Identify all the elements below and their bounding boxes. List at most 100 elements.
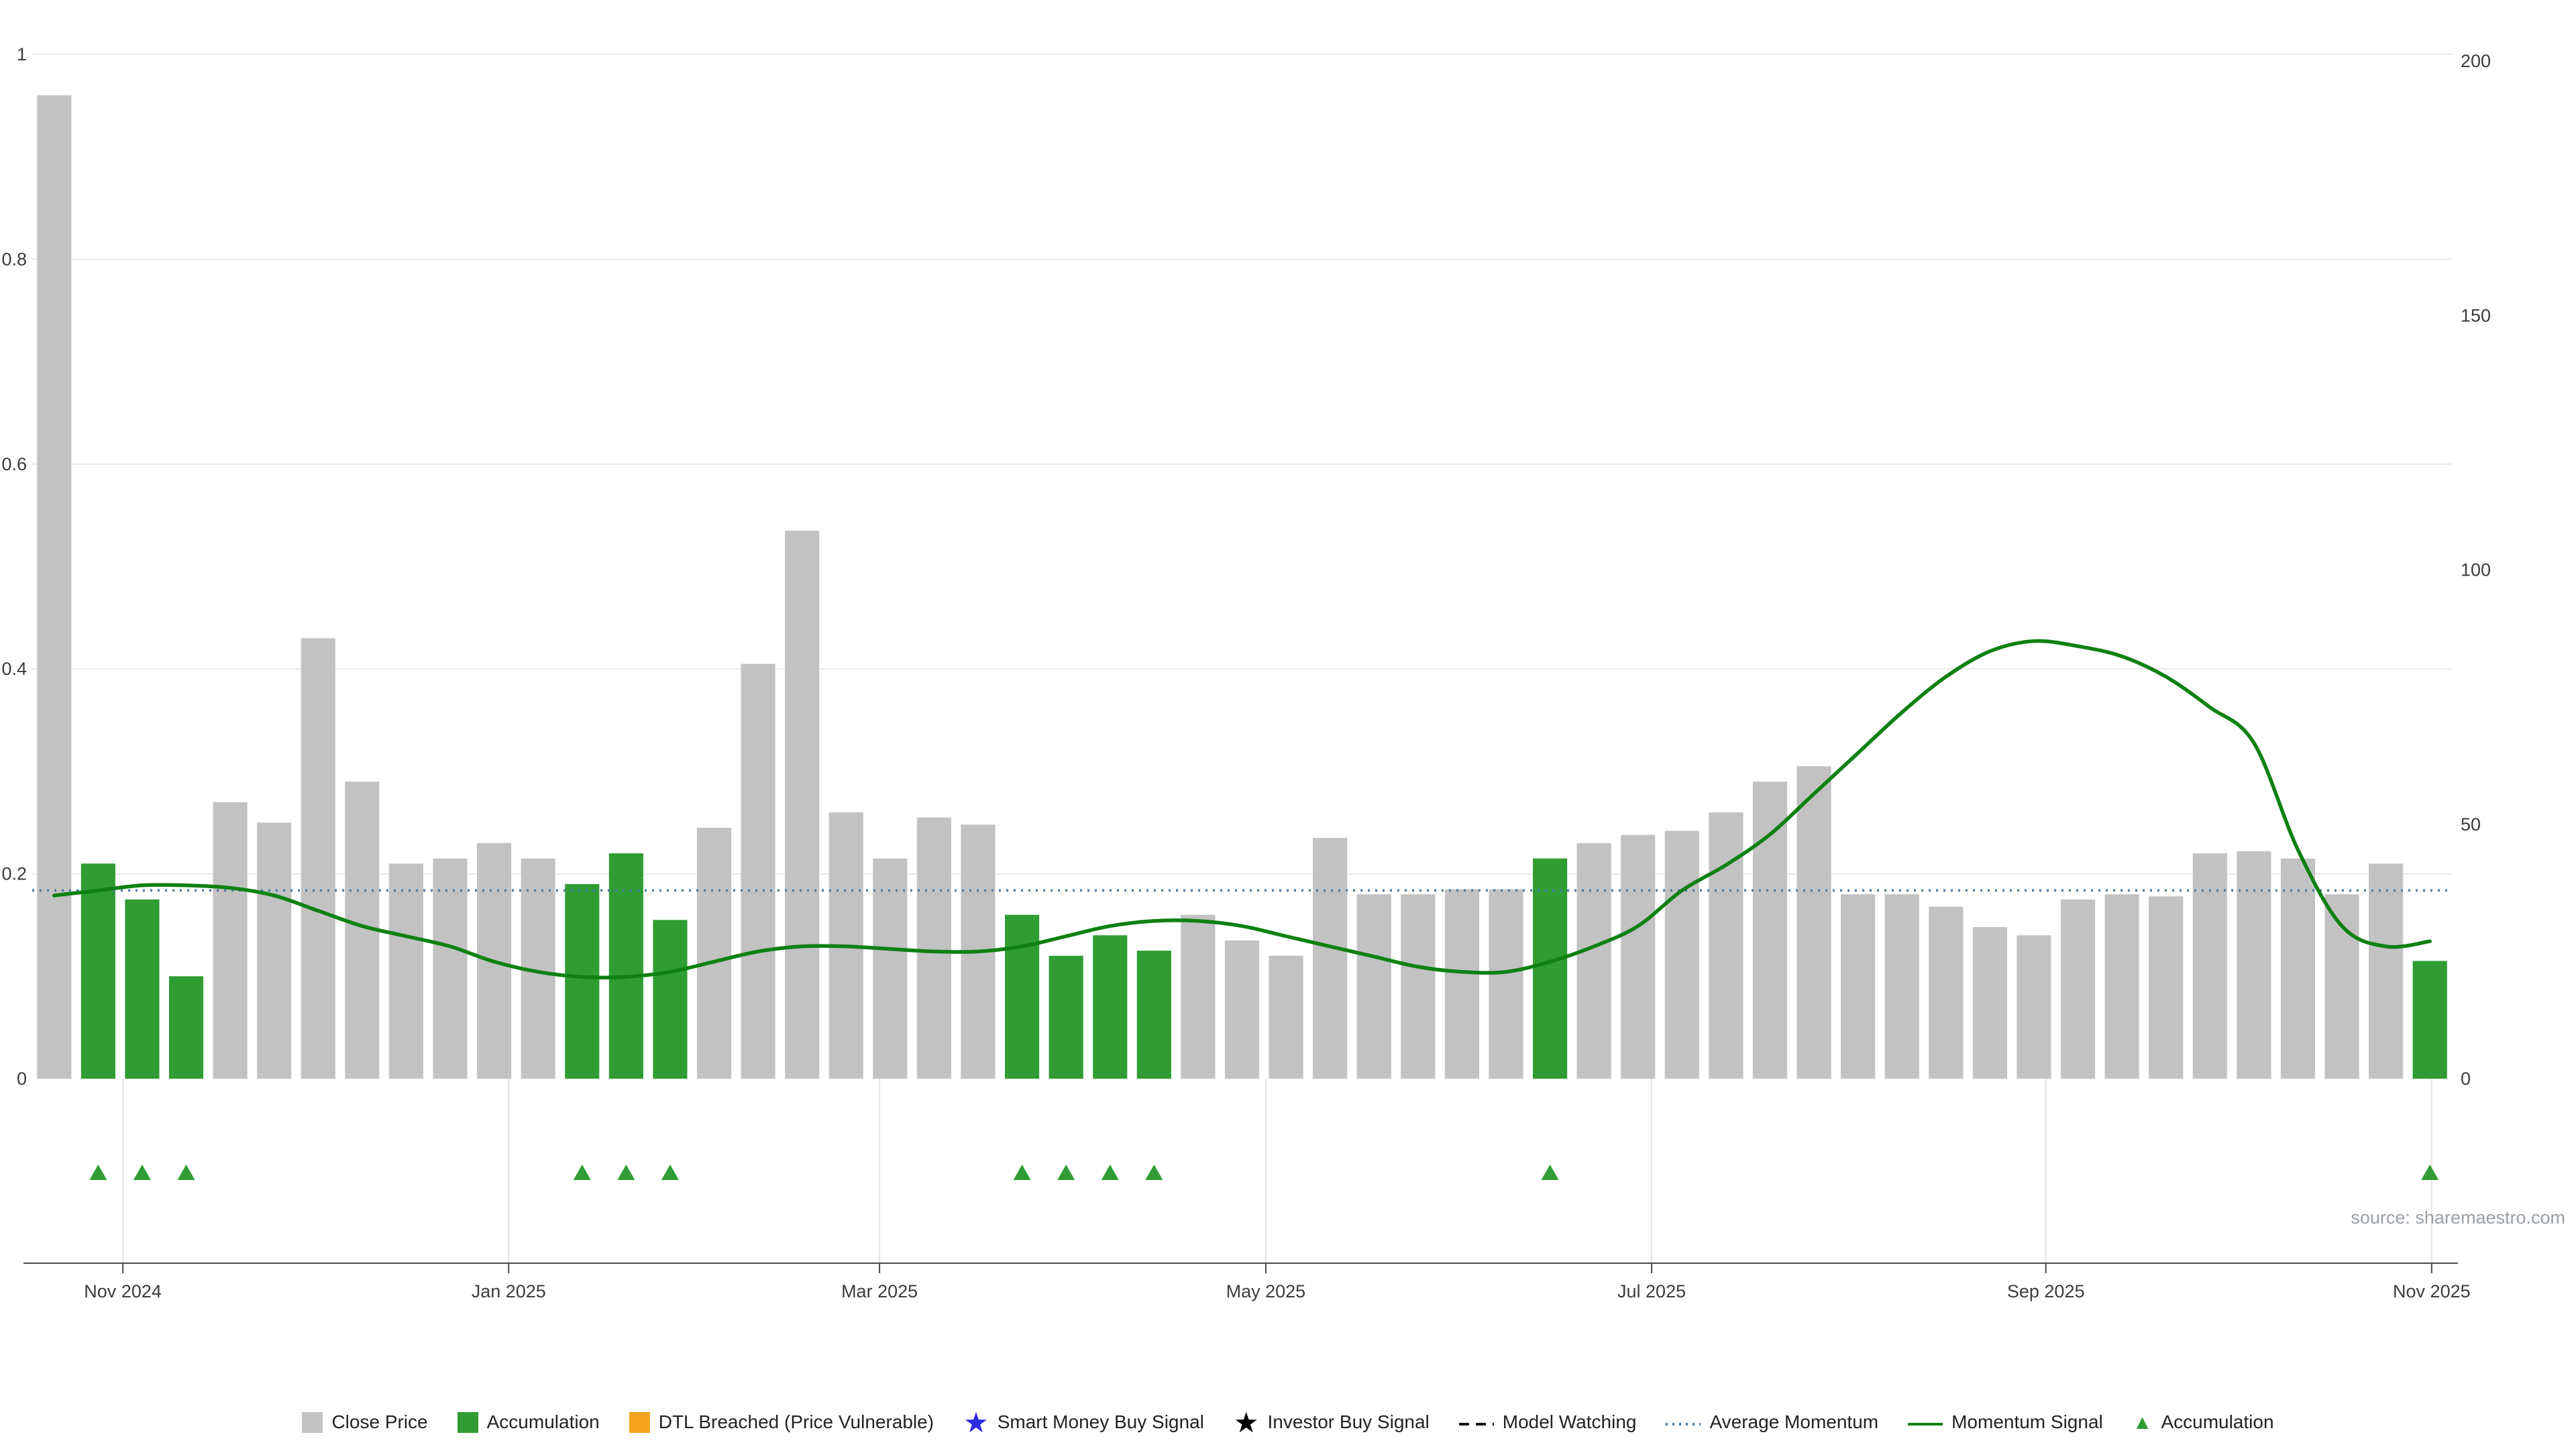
close-price-bar [37,95,72,1079]
close-price-bar [1841,894,1876,1079]
close-price-bar [916,817,952,1079]
accumulation-triangle-icon [1541,1165,1559,1180]
dotted-line-swatch-icon [1666,1411,1701,1433]
close-price-bar [2192,853,2227,1079]
close-price-bar [1664,830,1699,1079]
chart-canvas: 0 0.2 0.4 0.6 0.8 1 0 50 100 150 200 Nov 2024 Jan 20… [1,44,2491,1301]
legend-label: Momentum Signal [1951,1411,2103,1432]
accumulation-triangle-icon [1013,1165,1031,1180]
accumulation-bar [1005,914,1040,1079]
accumulation-triangle-icon [89,1165,107,1180]
close-price-bar [213,802,248,1079]
accumulation-bar [1136,951,1171,1079]
x-axis-tick-label: Jul 2025 [1617,1281,1686,1301]
left-axis-tick-label: 0.4 [1,659,27,679]
legend-label: Average Momentum [1709,1411,1879,1432]
legend-item-accumulation[interactable]: ▲ Accumulation [2133,1411,2274,1433]
left-axis-tick-label: 0.2 [1,864,27,884]
close-price-bar [1489,889,1523,1079]
close-price-bar [2280,858,2316,1079]
legend-label: Close Price [331,1411,428,1432]
close-price-bar [257,822,292,1079]
legend-item-smart-money-buy-signal[interactable]: ★ Smart Money Buy Signal [963,1408,1204,1436]
momentum-signal-line [52,639,2432,979]
accumulation-bar [1049,955,1083,1079]
legend-item-momentum-signal[interactable]: Momentum Signal [1908,1411,2103,1433]
x-axis-tick-label: Jan 2025 [472,1281,546,1301]
legend-label: Investor Buy Signal [1267,1411,1430,1432]
left-axis-tick-label: 0.8 [1,249,27,269]
x-axis-tick-label: May 2025 [1226,1281,1306,1301]
accumulation-bar [80,863,115,1079]
source-attribution: source: sharemaestro.com [2351,1208,2565,1228]
left-axis-tick-label: 0.6 [1,454,27,474]
legend-label: Accumulation [2161,1411,2274,1432]
right-axis-tick-label: 50 [2461,814,2481,835]
close-price-bar [1929,906,1964,1079]
accumulation-bar [2412,961,2447,1079]
close-price-bar [1972,927,2007,1079]
accumulation-bar [1093,935,1128,1079]
close-price-bar [2369,863,2404,1079]
accumulation-triangle-icon [133,1165,151,1180]
x-axis: Nov 2024 Jan 2025 Mar 2025 May 2025 Jul 2025… [23,1263,2471,1301]
accumulation-markers [89,1165,2439,1180]
square-swatch-icon [457,1411,478,1433]
close-price-bar [785,531,820,1079]
close-price-bar [301,638,335,1079]
x-axis-tick-label: Nov 2025 [2393,1281,2471,1301]
dashed-line-swatch-icon [1458,1411,1494,1433]
legend-item-model-watching[interactable]: Model Watching [1458,1411,1637,1433]
right-axis-labels: 0 50 100 150 200 [2461,51,2491,1089]
star-swatch-icon: ★ [1233,1406,1259,1438]
accumulation-bar [168,976,204,1079]
accumulation-triangle-icon [617,1165,635,1180]
legend-item-close-price[interactable]: Close Price [302,1411,428,1433]
accumulation-triangle-icon [661,1165,679,1180]
close-price-bar [2017,935,2051,1079]
legend-item-average-momentum[interactable]: Average Momentum [1666,1411,1878,1433]
accumulation-bar [653,920,688,1079]
close-price-bar [741,663,775,1079]
accumulation-triangle-icon [573,1165,591,1180]
square-swatch-icon [302,1411,323,1433]
line-swatch-icon [1908,1411,1943,1433]
left-axis-tick-label: 0 [17,1069,27,1089]
left-axis-labels: 0 0.2 0.4 0.6 0.8 1 [1,44,27,1089]
close-price-bar [2324,894,2359,1079]
legend-item-dtl-breached-price-vulnerable[interactable]: DTL Breached (Price Vulnerable) [629,1411,934,1433]
close-price-bar [1444,889,1479,1079]
close-price-bar [2104,894,2139,1079]
x-axis-tick-label: Nov 2024 [84,1281,162,1301]
close-price-bar [1356,894,1391,1079]
legend-item-accumulation[interactable]: Accumulation [457,1411,600,1433]
right-axis-tick-label: 150 [2461,305,2491,325]
accumulation-bar [565,883,600,1079]
close-price-bar [1752,782,1788,1079]
accumulation-bar [125,899,160,1079]
accumulation-bar [1532,858,1568,1079]
right-axis-tick-label: 100 [2461,560,2491,580]
close-price-bar [1401,894,1436,1079]
close-price-bar [1269,955,1303,1079]
accumulation-triangle-icon [1101,1165,1119,1180]
accumulation-triangle-icon [177,1165,195,1180]
right-axis-tick-label: 200 [2461,51,2491,71]
legend-item-investor-buy-signal[interactable]: ★ Investor Buy Signal [1233,1406,1430,1438]
accumulation-triangle-icon [1057,1165,1075,1180]
close-price-bar [388,863,424,1079]
close-price-bar [1884,894,1919,1079]
square-swatch-icon [629,1411,650,1433]
legend-label: Accumulation [486,1411,600,1432]
triangle-swatch-icon: ▲ [2132,1411,2153,1434]
close-price-bar [873,858,908,1079]
left-axis-tick-label: 1 [17,44,27,64]
close-price-bar [433,858,468,1079]
x-axis-tick-label: Mar 2025 [841,1281,918,1301]
close-price-bar [2149,896,2184,1079]
accumulation-triangle-icon [2421,1165,2439,1180]
legend-label: Model Watching [1502,1411,1637,1432]
right-axis-tick-label: 0 [2461,1069,2471,1089]
close-price-bar [2237,851,2271,1079]
price-bars [37,95,2447,1079]
